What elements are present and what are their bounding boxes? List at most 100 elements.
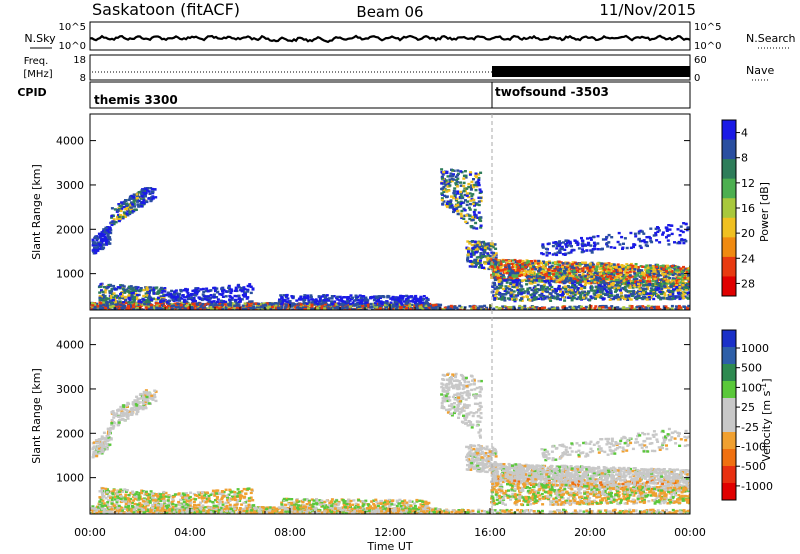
- scatter-cell: [211, 305, 215, 308]
- scatter-cell: [105, 287, 109, 290]
- scatter-cell: [574, 266, 578, 270]
- scatter-cell: [224, 290, 228, 293]
- scatter-cell: [506, 267, 510, 270]
- scatter-cell: [105, 243, 109, 246]
- scatter-cell: [373, 305, 377, 309]
- scatter-cell: [249, 302, 253, 305]
- scatter-cell: [616, 275, 620, 278]
- scatter-cell: [609, 266, 613, 270]
- scatter-cell: [197, 302, 201, 305]
- scatter-cell: [618, 285, 622, 288]
- scatter-cell: [602, 277, 605, 280]
- scatter-cell: [200, 298, 204, 302]
- scatter-cell: [505, 272, 509, 275]
- scatter-cell: [470, 243, 474, 247]
- scatter-cell: [483, 249, 487, 252]
- scatter-cell: [486, 252, 490, 255]
- scatter-cell: [150, 187, 154, 191]
- scatter-cell: [140, 189, 144, 192]
- scatter-cell: [450, 179, 454, 183]
- scatter-cell: [477, 266, 481, 269]
- scatter-cell: [409, 308, 413, 310]
- scatter-cell: [672, 288, 675, 291]
- scatter-cell: [321, 295, 324, 298]
- scatter-cell: [603, 287, 607, 291]
- scatter-cell: [182, 300, 186, 304]
- scatter-cell: [129, 287, 133, 291]
- scatter-cell: [323, 298, 327, 302]
- scatter-cell: [561, 262, 565, 265]
- scatter-cell: [478, 191, 482, 194]
- scatter-cell: [663, 272, 667, 276]
- scatter-cell: [583, 262, 587, 266]
- scatter-cell: [441, 182, 445, 185]
- scatter-cell: [584, 264, 588, 267]
- scatter-cell: [149, 298, 153, 301]
- scatter-cell: [635, 297, 639, 300]
- scatter-cell: [407, 295, 411, 298]
- scatter-cell: [688, 270, 690, 273]
- scatter-cell: [477, 196, 481, 199]
- scatter-cell: [544, 263, 548, 266]
- scatter-cell: [473, 258, 477, 262]
- nsky-tick-top: 10^5: [59, 22, 86, 33]
- scatter-cell: [607, 262, 611, 265]
- scatter-cell: [346, 300, 350, 303]
- scatter-cell: [549, 277, 553, 281]
- scatter-cell: [109, 296, 112, 300]
- scatter-cell: [630, 294, 634, 298]
- scatter-cell: [530, 299, 534, 302]
- scatter-cell: [133, 296, 136, 299]
- scatter-cell: [470, 225, 474, 228]
- scatter-cell: [258, 307, 262, 310]
- scatter-cell: [560, 271, 564, 275]
- scatter-cell: [130, 211, 134, 214]
- scatter-cell: [658, 274, 662, 277]
- scatter-cell: [685, 270, 689, 274]
- scatter-cell: [174, 305, 178, 308]
- scatter-cell: [410, 303, 414, 307]
- scatter-cell: [391, 307, 395, 310]
- scatter-cell: [446, 200, 450, 203]
- scatter-cell: [230, 296, 234, 300]
- scatter-cell: [307, 304, 311, 307]
- scatter-cell: [558, 293, 562, 297]
- scatter-cell: [93, 305, 97, 308]
- scatter-cell: [99, 283, 103, 286]
- scatter-cell: [479, 224, 483, 227]
- scatter-cell: [137, 205, 141, 208]
- scatter-cell: [416, 302, 420, 306]
- scatter-cell: [449, 200, 452, 204]
- scatter-cell: [371, 308, 374, 310]
- scatter-cell: [321, 301, 325, 304]
- scatter-cell: [549, 272, 553, 275]
- scatter-cell: [570, 299, 574, 302]
- scatter-cell: [598, 293, 602, 297]
- scatter-cell: [133, 205, 137, 208]
- scatter-cell: [551, 269, 555, 273]
- scatter-cell: [666, 264, 669, 267]
- scatter-cell: [99, 302, 103, 305]
- scatter-cell: [182, 303, 186, 306]
- scatter-cell: [596, 277, 600, 280]
- scatter-cell: [112, 296, 116, 299]
- scatter-cell: [617, 296, 620, 299]
- scatter-cell: [196, 303, 199, 306]
- scatter-cell: [132, 300, 136, 303]
- scatter-cell: [241, 293, 245, 297]
- scatter-cell: [562, 273, 566, 276]
- scatter-cell: [357, 299, 361, 302]
- scatter-cell: [363, 302, 367, 306]
- scatter-cell: [144, 301, 148, 304]
- scatter-cell: [589, 273, 593, 276]
- scatter-cell: [462, 177, 466, 180]
- scatter-cell: [218, 302, 222, 305]
- scatter-cell: [500, 284, 504, 287]
- scatter-cell: [168, 293, 172, 296]
- scatter-cell: [534, 268, 538, 271]
- scatter-cell: [634, 263, 638, 266]
- scatter-cell: [421, 307, 425, 310]
- scatter-cell: [591, 268, 595, 271]
- scatter-cell: [92, 307, 96, 310]
- scatter-cell: [612, 273, 616, 276]
